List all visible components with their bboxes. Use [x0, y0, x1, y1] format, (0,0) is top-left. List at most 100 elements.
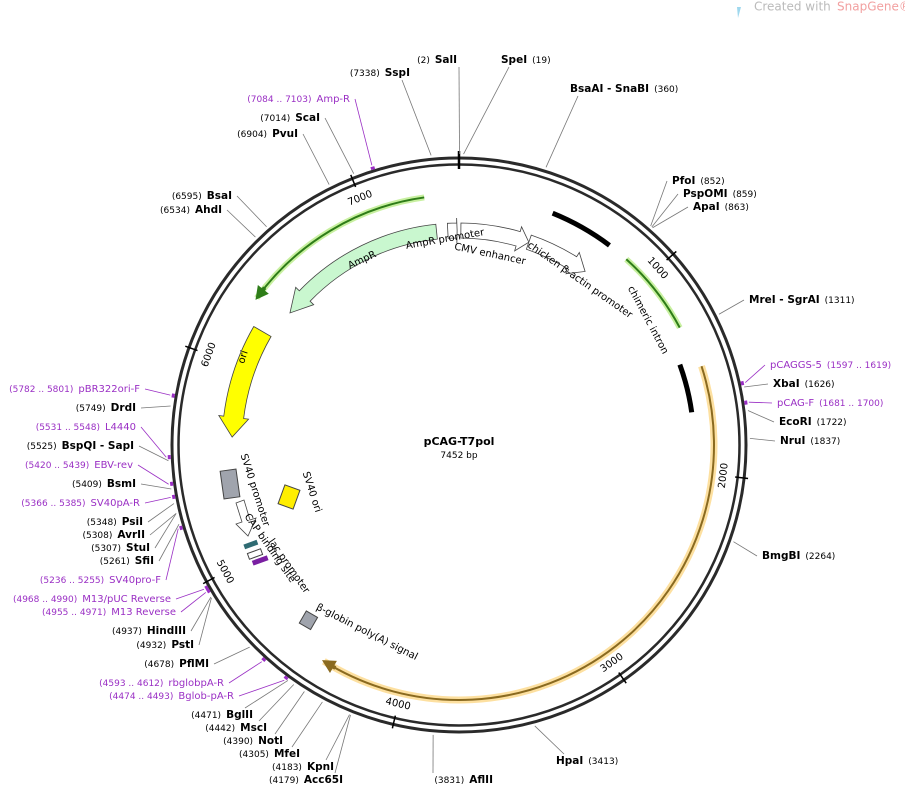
feature-label: β-globin poly(A) signal — [314, 602, 419, 663]
site-label: (6904) PvuI — [237, 128, 298, 140]
site-label-part: NotI — [258, 735, 283, 747]
primer-leader — [140, 426, 167, 458]
primer-leader — [180, 592, 207, 613]
site-label-part: (4390) — [223, 737, 253, 747]
site-label-part: (4678) — [144, 660, 174, 670]
site-label-part: (4183) — [272, 763, 302, 773]
site-label: (5307) StuI — [91, 542, 150, 554]
site-label-part: (5348) — [87, 518, 117, 528]
site-leader — [749, 438, 776, 442]
site-label-part: (19) — [532, 56, 550, 66]
primer-label-part: (4474 .. 4493) — [109, 692, 173, 702]
primer-label-part: M13/pUC Reverse — [82, 594, 171, 605]
primer-label-part: M13 Reverse — [111, 607, 176, 618]
primer-label-part: (5531 .. 5548) — [36, 423, 100, 433]
site-leader — [545, 95, 579, 168]
site-label-part: (6904) — [237, 130, 267, 140]
site-label-part: AvrII — [117, 529, 145, 541]
site-label-part: PsiI — [122, 516, 143, 528]
site-label-part: HpaI — [556, 755, 583, 767]
site-label: (6595) BsaI — [172, 190, 232, 202]
primer-label-part: SV40pro-F — [109, 575, 161, 586]
primer-mark — [206, 588, 211, 594]
site-label-part: SpeI — [501, 54, 527, 66]
primer-label-part: pBR322ori-F — [78, 384, 140, 395]
site-label-part: (4442) — [205, 724, 235, 734]
site-label-part: StuI — [126, 542, 150, 554]
primer-label-part: (5420 .. 5439) — [25, 461, 89, 471]
site-label-part: (5308) — [82, 531, 112, 541]
site-label-part: BsaAI - SnaBI — [570, 83, 649, 95]
site-label: (6534) AhdI — [160, 204, 222, 216]
site-label: XbaI (1626) — [773, 378, 835, 390]
site-label-part: HindIII — [147, 625, 186, 637]
cap-box — [243, 539, 259, 550]
site-leader — [718, 299, 745, 315]
site-label: (5308) AvrII — [82, 529, 145, 541]
site-label-part: PvuI — [272, 128, 298, 140]
site-leader — [236, 195, 267, 227]
cmv-feature — [460, 222, 530, 252]
orange-glow — [322, 365, 718, 704]
site-label-part: Acc65I — [304, 774, 343, 786]
primer-label-part: EBV-rev — [94, 460, 133, 471]
ampr-promoter-feature — [446, 217, 458, 244]
plasmid-length: 7452 bp — [440, 451, 477, 461]
primer-mark — [171, 494, 176, 500]
site-label-part: PfoI — [672, 175, 695, 187]
primer-label: (4968 .. 4990) M13/pUC Reverse — [13, 594, 171, 605]
site-label: BsaAI - SnaBI (360) — [570, 83, 678, 95]
site-label-part: (4932) — [136, 641, 166, 651]
logo — [737, 7, 741, 18]
ring-tick — [666, 250, 677, 261]
site-leader — [147, 503, 175, 523]
primer-label: (5420 .. 5439) EBV-rev — [25, 460, 133, 471]
ring-tick — [618, 672, 627, 684]
site-label-part: ApaI — [693, 201, 720, 213]
site-label-part: PspOMI — [683, 188, 728, 200]
site-label-part: (3831) — [434, 776, 464, 786]
intron-black — [677, 363, 695, 413]
site-label-part: (7338) — [350, 69, 380, 79]
primer-mark — [370, 166, 376, 171]
site-leader — [291, 701, 323, 748]
site-leader — [334, 714, 351, 774]
site-label: (4442) MscI — [205, 722, 267, 734]
primer-mark — [171, 393, 176, 398]
ring-tick — [202, 576, 215, 585]
site-leader — [190, 596, 212, 632]
orange-head — [321, 660, 337, 674]
site-label-part: BsaI — [207, 190, 232, 202]
primer-mark — [740, 380, 745, 386]
site-label-part: (5409) — [72, 480, 102, 490]
site-label-part: MfeI — [274, 748, 300, 760]
primer-label: (4474 .. 4493) Bglob-pA-R — [109, 691, 234, 702]
feature-label: SV40 ori — [300, 470, 323, 513]
site-label-part: BsmI — [107, 478, 136, 490]
site-label: (7338) SspI — [350, 67, 410, 79]
primer-label: (7084 .. 7103) Amp-R — [247, 94, 350, 105]
length: 7452 — [440, 451, 463, 461]
site-label-part: NruI — [780, 435, 805, 447]
primer-arc-glow — [254, 194, 425, 300]
primer-label-part: L4440 — [105, 422, 136, 433]
primer-label-part: (4968 .. 4990) — [13, 595, 77, 605]
primer-leader — [748, 401, 773, 404]
site-label-part: (4937) — [112, 627, 142, 637]
site-leader — [138, 445, 169, 462]
primer-leader — [228, 661, 263, 684]
primer-label: (4593 .. 4612) rbglobpA-R — [99, 678, 224, 689]
primer-label-part: rbglobpA-R — [168, 678, 224, 689]
site-leader — [747, 410, 775, 423]
site-leader — [324, 117, 355, 174]
site-leader — [213, 646, 250, 665]
site-label-part: (5261) — [100, 557, 130, 567]
primer-label: (5531 .. 5548) L4440 — [36, 422, 136, 433]
chicken-black — [551, 210, 611, 248]
site-label: HpaI (3413) — [556, 755, 618, 767]
site-leader — [463, 66, 510, 155]
ring-tick-label: 6000 — [200, 341, 219, 369]
site-leader — [154, 513, 177, 549]
header: Created with SnapGene® — [737, 0, 905, 18]
